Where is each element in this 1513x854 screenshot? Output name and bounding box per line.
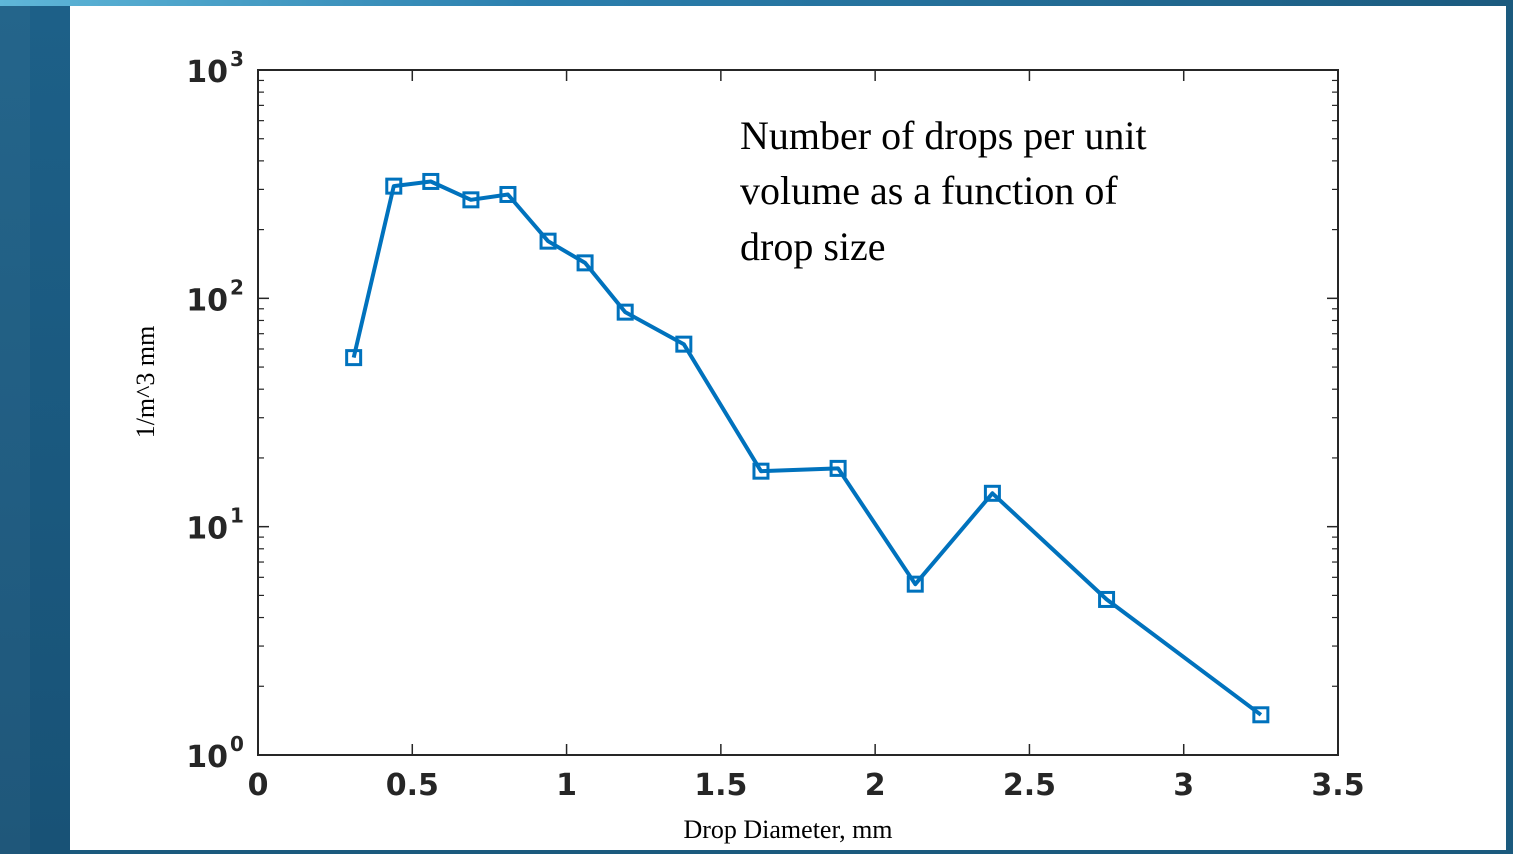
chart-annotation-line-1: Number of drops per unit xyxy=(740,113,1147,158)
y-tick-label-exponent: 0 xyxy=(230,732,244,756)
slide-top-band xyxy=(0,0,1513,6)
data-point-marker xyxy=(983,484,1001,502)
data-point-marker xyxy=(345,349,363,367)
y-tick-label-exponent: 1 xyxy=(230,504,244,528)
series-line xyxy=(351,179,1263,717)
data-point-marker xyxy=(422,172,440,190)
y-tick-label-exponent: 2 xyxy=(230,275,244,299)
x-tick-label: 0 xyxy=(248,768,269,803)
slide-canvas: 0 0.5 1 1.5 2 2.5 3 3.5 10 0 10 1 10 2 10 3 Drop Diame… xyxy=(70,6,1506,850)
x-tick-label: 3 xyxy=(1173,768,1194,803)
data-point-marker xyxy=(385,177,403,195)
y-tick-label-base: 10 xyxy=(186,740,228,775)
data-point-marker xyxy=(1252,706,1270,724)
x-tick-label: 2.5 xyxy=(1003,768,1056,803)
data-point-marker xyxy=(576,254,594,272)
y-tick-label-exponent: 3 xyxy=(230,47,244,71)
series-layer xyxy=(345,172,1270,724)
y-axis-label: 1/m^3 mm xyxy=(131,326,160,439)
tick-marks xyxy=(257,69,1339,756)
x-axis-label: Drop Diameter, mm xyxy=(683,815,892,844)
data-point-marker xyxy=(462,191,480,209)
x-tick-label: 1.5 xyxy=(694,768,747,803)
slide-left-band xyxy=(0,6,70,854)
x-tick-label: 3.5 xyxy=(1311,768,1364,803)
data-point-marker xyxy=(539,232,557,250)
data-point-marker xyxy=(829,459,847,477)
y-tick-label-base: 10 xyxy=(186,512,228,547)
data-point-marker xyxy=(499,185,517,203)
data-point-marker xyxy=(752,462,770,480)
chart-annotation-line-3: drop size xyxy=(740,224,886,269)
y-tick-label-base: 10 xyxy=(186,283,228,318)
x-tick-labels: 0 0.5 1 1.5 2 2.5 3 3.5 xyxy=(248,768,1365,803)
data-point-marker xyxy=(1098,590,1116,608)
data-point-marker xyxy=(675,335,693,353)
data-point-marker xyxy=(616,303,634,321)
y-tick-label-base: 10 xyxy=(186,55,228,90)
x-tick-label: 1 xyxy=(556,768,577,803)
data-point-marker xyxy=(906,575,924,593)
slide-left-accent xyxy=(0,6,30,854)
x-tick-label: 0.5 xyxy=(386,768,439,803)
chart-annotation-line-2: volume as a function of xyxy=(740,168,1118,213)
x-tick-label: 2 xyxy=(865,768,886,803)
